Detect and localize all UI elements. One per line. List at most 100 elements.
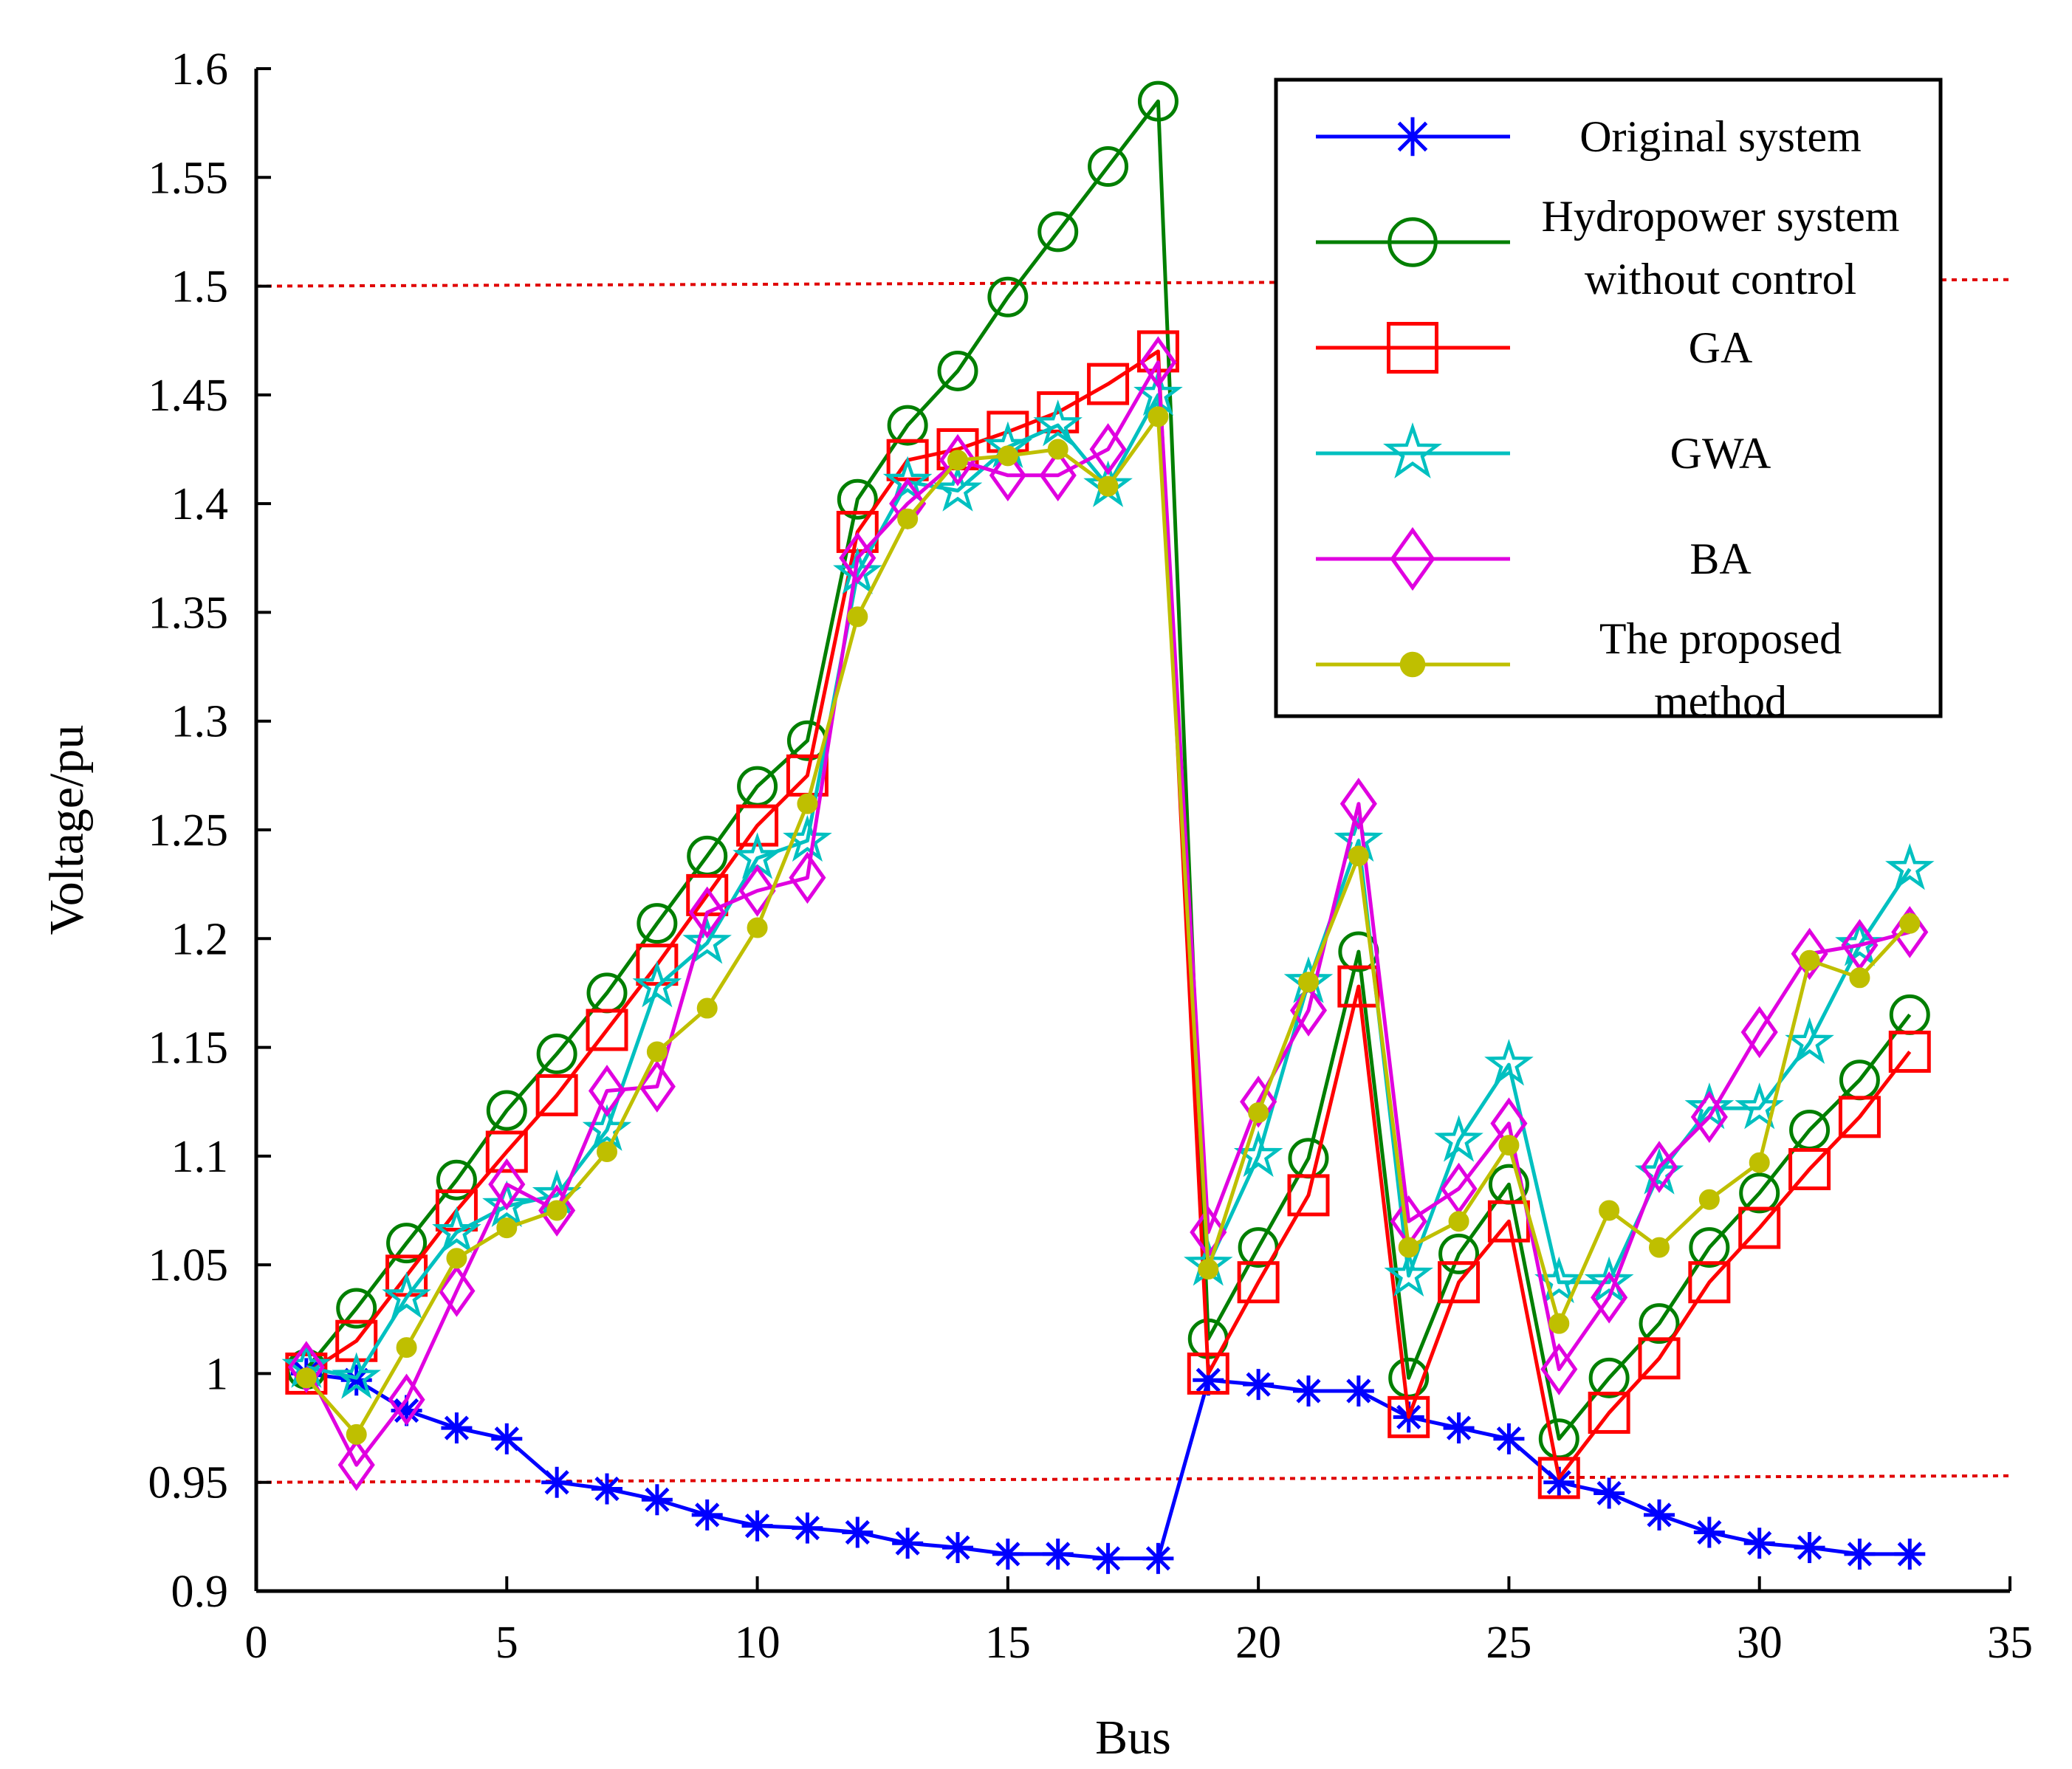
legend-item: GA (1316, 322, 1752, 374)
data-point (386, 1223, 428, 1264)
data-point (1644, 1499, 1675, 1531)
data-point (1287, 1174, 1330, 1217)
y-tick-label: 1.25 (148, 806, 229, 856)
data-point (839, 532, 877, 585)
x-ticks: 0 5 10 15 20 25 30 35 (245, 1576, 2033, 1668)
x-axis-title: Bus (1095, 1711, 1171, 1765)
x-tick-label: 0 (245, 1618, 268, 1668)
data-point (1240, 1075, 1277, 1128)
data-point (1237, 1261, 1280, 1304)
data-point (1342, 1375, 1374, 1406)
data-point (1339, 777, 1377, 830)
legend-label: Original system (1579, 112, 1862, 161)
data-point (541, 1466, 573, 1498)
data-point (435, 1189, 478, 1232)
data-point (1289, 984, 1328, 1037)
data-point (295, 1367, 317, 1389)
data-point (1799, 949, 1820, 971)
data-point (1690, 1090, 1728, 1144)
data-point (1148, 406, 1169, 427)
legend-item: BA (1316, 526, 1752, 591)
data-point (535, 1074, 578, 1116)
data-point (332, 1352, 381, 1399)
data-point (1448, 1211, 1469, 1232)
legend-label: GWA (1670, 429, 1771, 478)
data-point (1740, 1006, 1778, 1059)
legend: Original system Hydropower system without … (1274, 78, 1943, 726)
legend-label: without control (1585, 255, 1856, 303)
data-point (1233, 1130, 1283, 1178)
data-point (1588, 1357, 1630, 1398)
data-point (1749, 1152, 1770, 1173)
data-point (847, 606, 868, 628)
y-tick-label: 1.45 (148, 371, 229, 421)
y-tick-label: 1.3 (171, 697, 229, 747)
data-point (741, 1510, 773, 1542)
legend-item: GWA (1316, 422, 1771, 478)
data-point (1383, 422, 1442, 478)
y-tick-label: 0.9 (171, 1567, 229, 1617)
x-tick-label: 35 (1987, 1618, 2033, 1668)
data-point (1037, 211, 1079, 253)
data-point (1042, 1538, 1074, 1570)
data-point (388, 1373, 425, 1426)
data-point (1838, 1096, 1881, 1138)
y-tick-label: 0.95 (148, 1458, 229, 1508)
data-point (337, 1438, 375, 1491)
data-point (1434, 1115, 1483, 1162)
data-point (1399, 651, 1426, 678)
data-point (446, 1248, 467, 1269)
data-point (1398, 1237, 1419, 1258)
data-point (1137, 80, 1179, 122)
data-point (691, 1499, 723, 1531)
x-tick-label: 20 (1235, 1618, 1281, 1668)
data-point (1794, 1532, 1825, 1564)
data-point (346, 1423, 367, 1445)
data-point (789, 851, 826, 904)
data-point (1193, 1364, 1224, 1396)
data-point (1788, 1148, 1831, 1191)
data-point (1599, 1200, 1620, 1221)
data-point (1443, 1412, 1475, 1444)
data-point (1891, 906, 1929, 958)
y-tick-label: 1.2 (171, 914, 229, 964)
x-tick-label: 10 (735, 1618, 781, 1668)
data-point (1097, 475, 1119, 497)
data-point (538, 1184, 576, 1237)
data-point (1791, 927, 1828, 980)
data-point (942, 1532, 973, 1564)
data-point (636, 944, 679, 986)
data-point (1087, 363, 1130, 405)
data-point (1588, 1391, 1630, 1434)
series-original-system (290, 1358, 1926, 1574)
series-line (304, 360, 1910, 1467)
data-point (933, 464, 983, 512)
data-point (688, 886, 726, 939)
y-tick-label: 1.05 (148, 1240, 229, 1291)
x-tick-label: 5 (495, 1618, 518, 1668)
data-point (441, 1412, 473, 1444)
data-point (438, 1265, 476, 1317)
data-point (1844, 1538, 1876, 1570)
data-point (1591, 1271, 1628, 1324)
data-point (1537, 1457, 1580, 1500)
data-point (1298, 972, 1319, 993)
y-tick-label: 1.4 (171, 479, 229, 529)
data-point (1849, 967, 1870, 989)
y-tick-label: 1.5 (171, 262, 229, 312)
data-point (882, 456, 933, 503)
x-tick-label: 15 (985, 1618, 1031, 1668)
legend-item: Original system (1316, 112, 1862, 161)
data-point (1548, 1313, 1570, 1334)
data-point (546, 1200, 568, 1221)
data-point (696, 997, 718, 1019)
data-point (1885, 843, 1935, 890)
data-point (382, 1271, 431, 1319)
data-point (1390, 526, 1435, 591)
data-point (842, 1516, 874, 1548)
data-point (892, 1528, 924, 1559)
data-point (989, 449, 1026, 502)
data-point (1142, 1542, 1174, 1574)
data-point (1088, 146, 1129, 188)
